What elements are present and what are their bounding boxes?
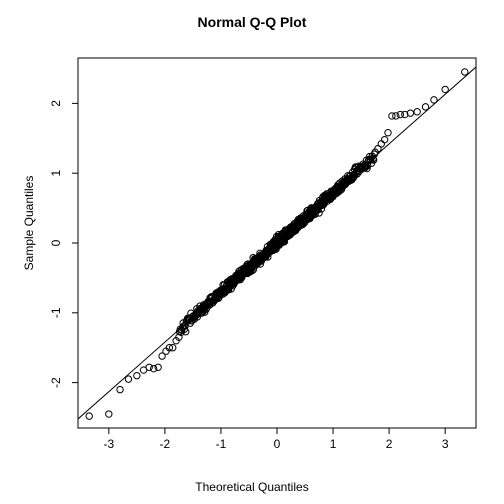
- svg-text:2: 2: [49, 100, 63, 107]
- svg-text:-1: -1: [216, 437, 227, 451]
- svg-text:-1: -1: [49, 307, 63, 318]
- svg-text:-2: -2: [160, 437, 171, 451]
- svg-text:2: 2: [386, 437, 393, 451]
- svg-text:3: 3: [442, 437, 449, 451]
- svg-text:0: 0: [49, 239, 63, 246]
- svg-text:1: 1: [49, 170, 63, 177]
- svg-text:-2: -2: [49, 377, 63, 388]
- qq-plot-figure: Normal Q-Q Plot Theoretical Quantiles Sa…: [0, 0, 504, 504]
- chart-canvas: -3 -2 -1 0 1 2 3 -2 -1 0 1 2: [0, 0, 504, 504]
- svg-text:-3: -3: [103, 437, 114, 451]
- svg-text:0: 0: [274, 437, 281, 451]
- svg-text:1: 1: [330, 437, 337, 451]
